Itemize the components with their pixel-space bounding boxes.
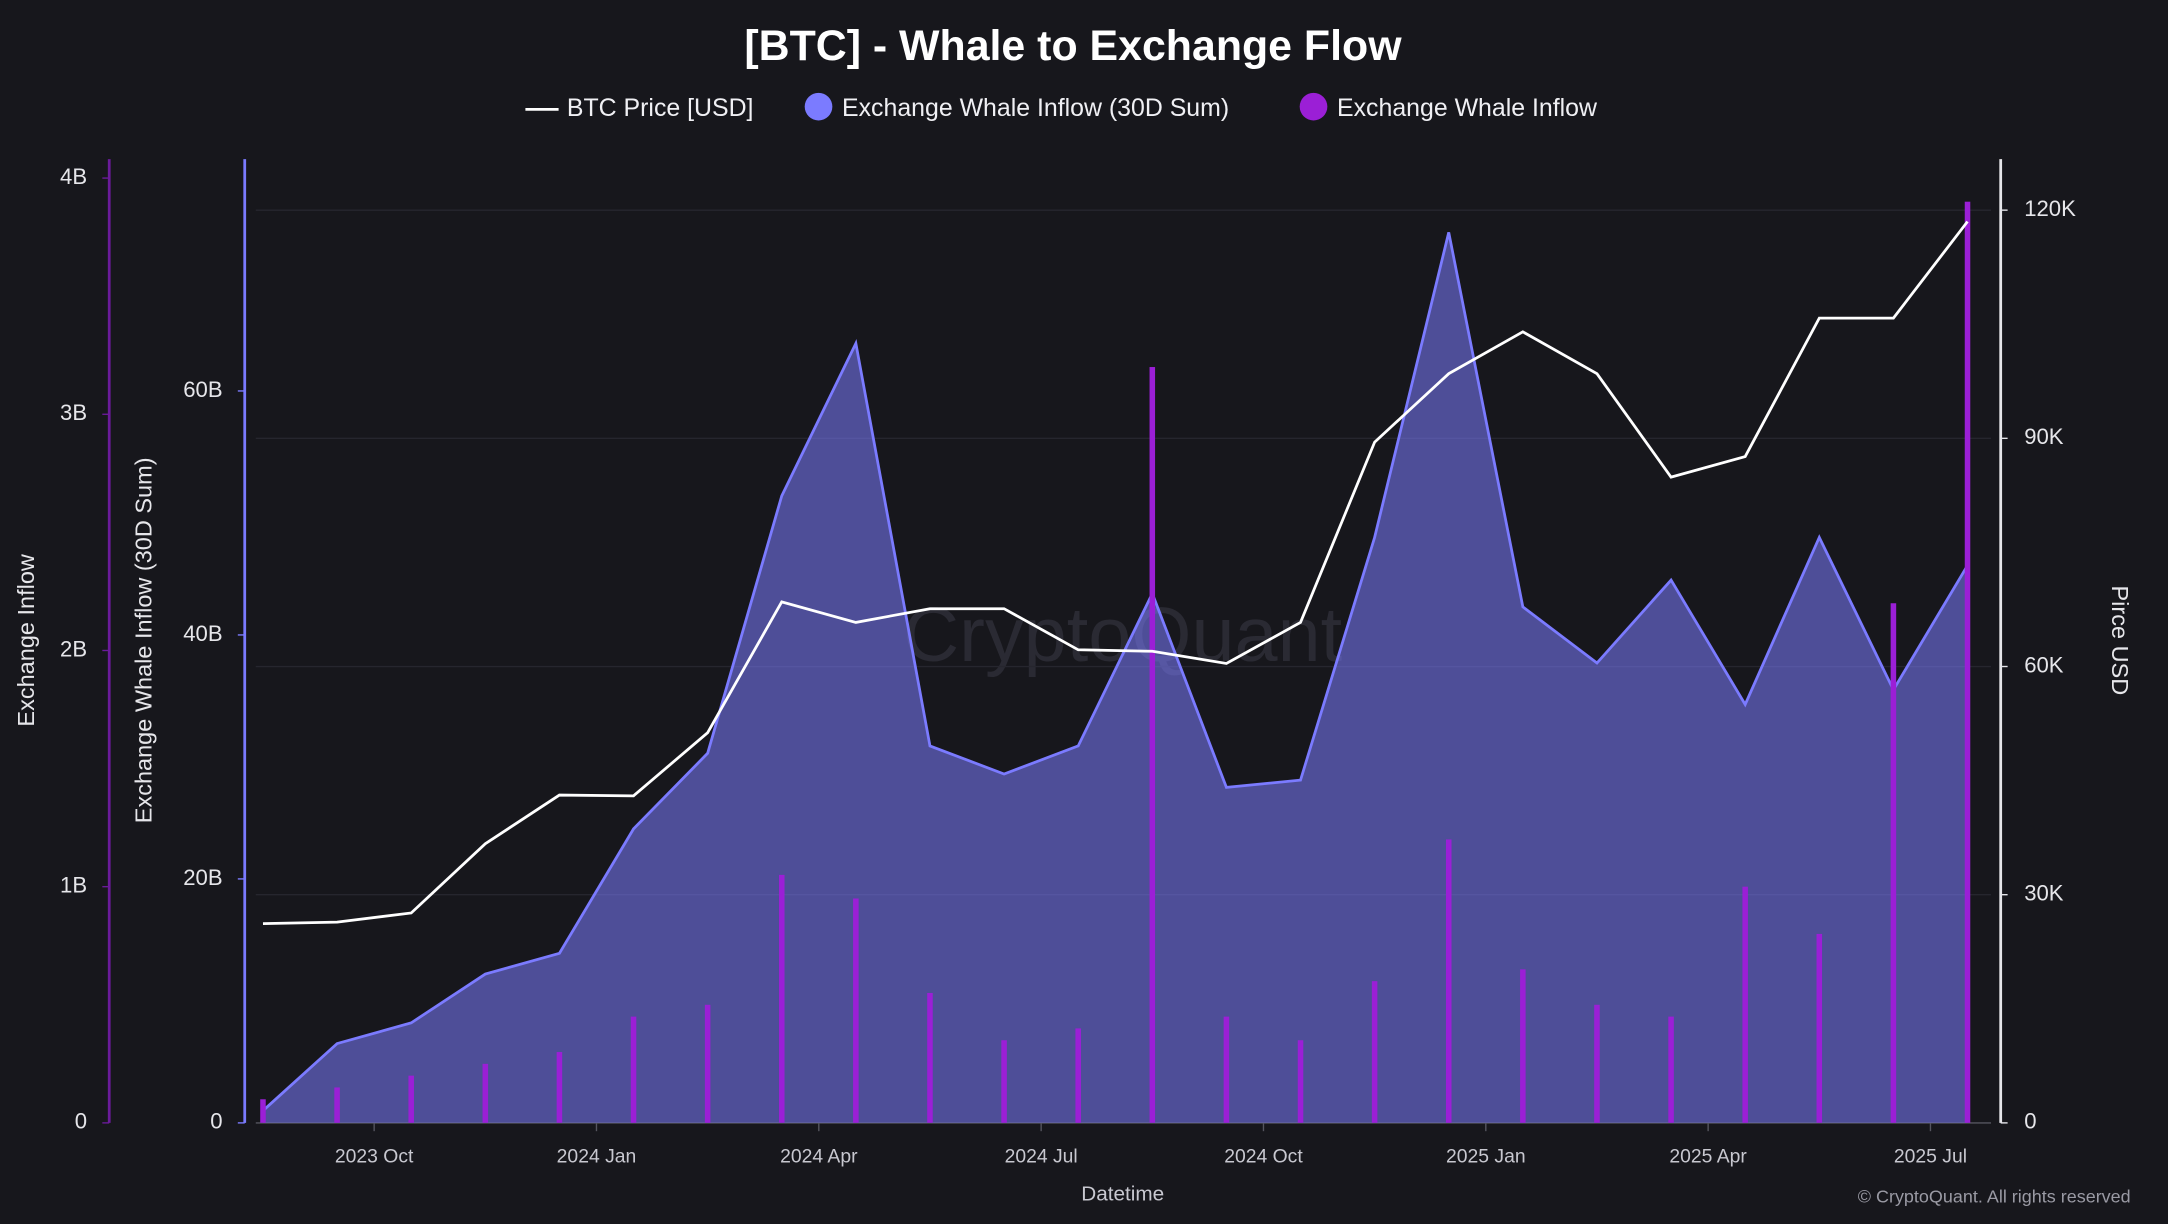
y2-tick-label: 30K (2024, 881, 2064, 906)
x-tick-label: 2025 Apr (1669, 1146, 1747, 1168)
legend-swatch (1299, 92, 1328, 121)
y3-tick-label: 1B (60, 873, 87, 898)
y2-tick-label: 120K (2024, 196, 2076, 221)
bar (408, 1075, 414, 1123)
x-tick-label: 2024 Jul (1005, 1146, 1078, 1168)
y3-axis-label: Exchange Inflow (13, 553, 39, 726)
bar (1223, 1016, 1230, 1123)
y2-tick-label: 60K (2024, 652, 2064, 677)
x-tick-label: 2025 Jul (1894, 1146, 1967, 1168)
bar (1371, 981, 1378, 1123)
bar (1890, 603, 1897, 1123)
bar (556, 1052, 563, 1123)
area-edge (262, 232, 1969, 1112)
legend-label: Exchange Whale Inflow (1337, 94, 1598, 122)
bar (1001, 1040, 1007, 1123)
bar (927, 992, 933, 1123)
y-tick-label: 0 (210, 1109, 222, 1134)
y-tick-label: 20B (183, 865, 222, 890)
bar (778, 874, 785, 1123)
line (262, 220, 1969, 925)
bar (1297, 1040, 1304, 1123)
y3-tick-label: 0 (75, 1109, 87, 1134)
y-tick-label: 60B (183, 377, 222, 402)
bar (260, 1099, 266, 1123)
bar (1445, 839, 1452, 1123)
bar (1149, 367, 1156, 1123)
bar (630, 1016, 637, 1123)
bar (1964, 201, 1971, 1123)
y2-axis-label: Pirce USD (2107, 586, 2133, 696)
legend-swatch (804, 92, 833, 121)
bar (1816, 933, 1823, 1123)
bar (482, 1063, 489, 1123)
y3-tick-label: 3B (60, 400, 87, 425)
y3-tick-label: 2B (60, 636, 87, 661)
bar (853, 898, 859, 1123)
bar (704, 1004, 711, 1123)
x-tick-label: 2024 Apr (780, 1146, 858, 1168)
legend-label: BTC Price [USD] (567, 94, 754, 122)
bar (1668, 1016, 1674, 1123)
bar (1594, 1004, 1600, 1123)
x-tick-label: 2024 Jan (557, 1146, 637, 1168)
plot (260, 201, 1971, 1123)
y3-tick-label: 4B (60, 164, 87, 189)
y2-tick-label: 0 (2024, 1109, 2036, 1134)
x-tick-label: 2025 Jan (1446, 1146, 1526, 1168)
legend-label: Exchange Whale Inflow (30D Sum) (842, 94, 1229, 122)
bar (334, 1087, 340, 1123)
bar (1075, 1028, 1081, 1123)
y-tick-label: 40B (183, 621, 222, 646)
area (262, 232, 1968, 1123)
bar (1520, 969, 1526, 1123)
y-axis-label: Exchange Whale Inflow (30D Sum) (130, 457, 156, 823)
x-tick-label: 2023 Oct (335, 1146, 414, 1168)
x-tick-label: 2024 Oct (1224, 1146, 1303, 1168)
copyright: © CryptoQuant. All rights reserved (1858, 1186, 2131, 1206)
chart-title: [BTC] - Whale to Exchange Flow (744, 22, 1402, 70)
x-axis-label: Datetime (1081, 1182, 1164, 1205)
bar (1742, 886, 1748, 1123)
y2-tick-label: 90K (2024, 424, 2064, 449)
